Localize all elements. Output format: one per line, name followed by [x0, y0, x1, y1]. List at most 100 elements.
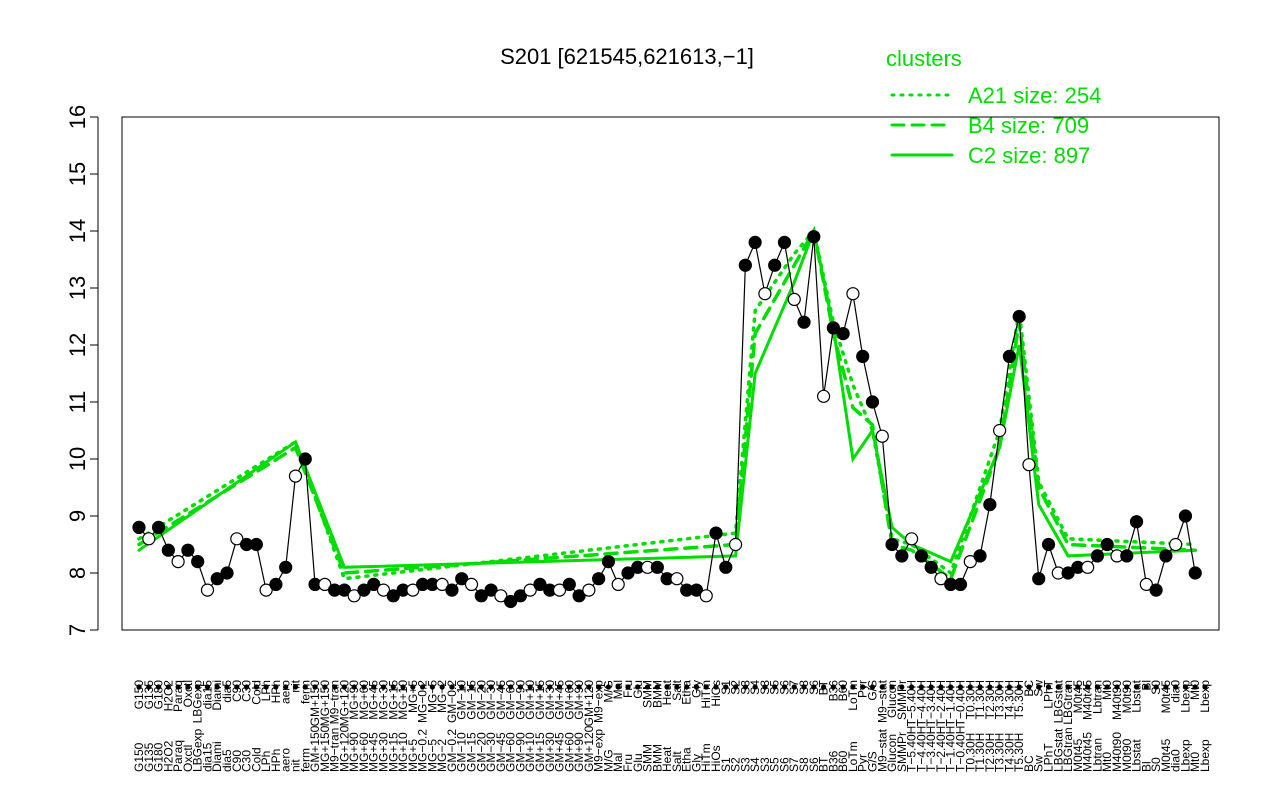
x-tick-label: MG+15	[386, 680, 400, 720]
x-tick-label: S0	[1149, 680, 1163, 695]
x-tick-label: S7	[787, 680, 801, 695]
x-tick-label: LBGexp	[191, 728, 205, 772]
x-tick-mark	[547, 684, 553, 690]
x-tick-label: C30	[240, 750, 254, 772]
x-tick-label: M0t90	[1120, 738, 1134, 772]
data-point	[611, 577, 625, 592]
x-tick-label: Mt0	[1188, 680, 1202, 700]
x-tick-mark	[957, 684, 964, 690]
x-tick-mark	[1026, 684, 1032, 690]
x-tick-mark	[664, 684, 670, 690]
data-point	[406, 583, 420, 597]
data-point	[816, 389, 831, 403]
x-tick-label: GM−60	[504, 680, 518, 720]
x-tick-label: H2O2	[161, 680, 175, 712]
x-tick-label: M40t90	[1110, 732, 1124, 772]
x-tick-mark	[928, 684, 934, 690]
data-point	[993, 423, 1007, 438]
x-tick-mark	[1055, 684, 1061, 690]
x-tick-label: M/G	[601, 680, 615, 703]
data-point	[650, 560, 664, 574]
x-tick-label: S4	[748, 757, 762, 772]
data-point	[738, 258, 752, 272]
x-tick-mark	[468, 684, 475, 690]
x-tick-label: M9−tran	[328, 680, 342, 724]
data-point	[337, 583, 351, 597]
x-tick-label: Oxctl	[181, 745, 195, 772]
x-tick-label: S7	[787, 757, 801, 772]
x-tick-mark	[918, 684, 924, 690]
x-tick-mark	[909, 684, 915, 690]
x-tick-label: S5	[768, 680, 782, 695]
x-tick-label: MG+120	[337, 680, 351, 727]
x-tick-label: Lbexp	[1198, 680, 1212, 713]
x-tick-mark	[703, 684, 709, 690]
data-point	[494, 589, 508, 603]
x-tick-label: GM−10	[455, 732, 469, 772]
x-tick-mark	[1124, 684, 1130, 690]
x-tick-label: T2.30H	[983, 680, 997, 719]
x-tick-mark	[312, 684, 318, 690]
x-tick-label: dia0	[1169, 749, 1183, 772]
x-tick-label: GM−60	[504, 732, 518, 772]
data-point	[924, 560, 938, 574]
x-tick-mark	[997, 684, 1003, 690]
x-tick-mark	[488, 684, 494, 690]
x-tick-mark	[654, 684, 660, 690]
x-tick-label: MG+10	[396, 680, 410, 720]
x-tick-mark	[830, 684, 836, 690]
cluster-line-dashed	[137, 226, 1197, 582]
x-tick-label: GM−90	[513, 732, 527, 772]
x-tick-label: S3	[738, 680, 752, 695]
x-tick-label: Lbstat	[1130, 739, 1144, 772]
x-tick-label: G180	[152, 742, 166, 772]
x-tick-mark	[732, 684, 739, 690]
x-tick-label: G180	[152, 680, 166, 710]
x-tick-label: H2O2	[161, 740, 175, 772]
x-tick-label: MG+10	[396, 732, 410, 772]
x-tick-label: GM+45	[553, 680, 567, 720]
data-point	[386, 589, 400, 603]
x-tick-label: SMM	[641, 744, 655, 772]
x-tick-label: S2	[729, 757, 743, 772]
x-tick-label: GM+150	[308, 725, 322, 772]
data-point	[367, 577, 381, 592]
x-tick-label: MG+5	[406, 680, 420, 713]
y-tick-label: 15	[65, 162, 90, 186]
data-point	[1061, 566, 1075, 580]
data-point	[288, 469, 303, 483]
x-tick-mark	[762, 684, 768, 690]
x-tick-label: GM−30	[484, 732, 498, 772]
data-point	[200, 583, 215, 597]
plot-frame	[121, 116, 1220, 631]
x-tick-mark	[302, 684, 308, 690]
y-tick-label: 11	[65, 391, 90, 414]
data-point	[885, 537, 899, 552]
x-tick-label: Diami	[210, 680, 224, 711]
x-tick-mark	[146, 684, 152, 690]
y-tick-label: 12	[65, 333, 90, 357]
x-tick-label: T1.30H	[973, 680, 987, 719]
data-point	[856, 349, 870, 363]
x-tick-label: T−2.40H	[934, 680, 948, 726]
x-tick-label: Gly	[689, 680, 703, 698]
x-tick-label: S6	[777, 757, 791, 772]
x-tick-label: dia15	[200, 742, 214, 772]
x-tick-label: T5.30H	[1012, 733, 1026, 772]
x-tick-label: LPh	[259, 680, 273, 701]
data-point	[963, 554, 977, 569]
legend-title: clusters	[886, 46, 962, 71]
x-tick-mark	[772, 684, 778, 690]
x-tick-mark	[263, 684, 269, 690]
x-tick-label: T−4.40H	[914, 726, 928, 772]
data-point	[132, 520, 146, 535]
data-point	[445, 583, 459, 597]
x-tick-label: M9−stat	[875, 728, 889, 772]
data-point	[592, 572, 606, 586]
x-tick-label: G150	[132, 680, 146, 710]
data-point	[513, 589, 528, 603]
x-tick-label: BT	[817, 679, 831, 695]
x-tick-mark	[1094, 684, 1101, 690]
x-tick-label: MG+45	[367, 680, 381, 720]
x-tick-label: C90	[230, 680, 244, 702]
